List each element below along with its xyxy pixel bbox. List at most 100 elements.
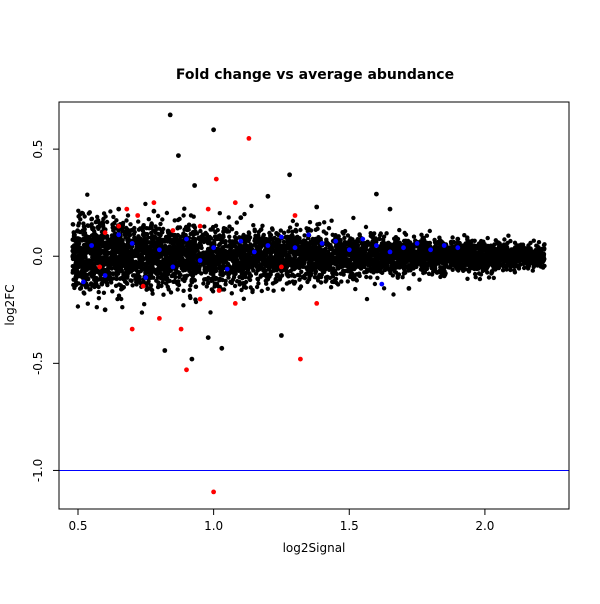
dense-point bbox=[149, 221, 154, 226]
dense-point bbox=[168, 290, 174, 295]
dense-point bbox=[335, 282, 341, 287]
dense-point bbox=[164, 210, 170, 216]
dense-point bbox=[233, 261, 238, 266]
dense-point bbox=[172, 218, 177, 223]
dense-point bbox=[214, 261, 220, 267]
dense-point bbox=[97, 224, 102, 229]
dense-point bbox=[139, 262, 144, 268]
dense-point bbox=[76, 223, 81, 228]
dense-point bbox=[212, 281, 217, 286]
dense-point bbox=[302, 248, 308, 253]
dense-point bbox=[84, 259, 89, 264]
dense-point bbox=[180, 250, 185, 255]
dense-point bbox=[239, 246, 244, 252]
dense-point bbox=[308, 228, 314, 233]
dense-point bbox=[406, 268, 411, 273]
dense-point bbox=[213, 276, 218, 282]
dense-point bbox=[169, 254, 174, 260]
dense-point bbox=[371, 268, 376, 273]
dense-point bbox=[223, 258, 228, 263]
dense-point bbox=[505, 248, 510, 253]
dense-point bbox=[403, 232, 409, 237]
dense-point bbox=[479, 248, 484, 253]
dense-point bbox=[125, 213, 131, 218]
dense-point bbox=[94, 305, 100, 310]
dense-point bbox=[443, 253, 449, 258]
dense-point bbox=[302, 233, 307, 238]
dense-point bbox=[368, 275, 373, 280]
dense-point bbox=[161, 248, 166, 253]
dense-point bbox=[476, 271, 482, 276]
dense-point bbox=[284, 270, 290, 275]
dense-point bbox=[246, 230, 251, 235]
dense-point bbox=[73, 277, 78, 282]
dense-point bbox=[232, 239, 238, 244]
dense-point bbox=[450, 235, 455, 240]
dense-point bbox=[226, 272, 231, 277]
dense-point bbox=[107, 240, 113, 245]
dense-point bbox=[157, 236, 162, 241]
dense-point bbox=[286, 253, 292, 258]
dense-point bbox=[223, 282, 228, 287]
dense-point bbox=[173, 247, 178, 253]
dense-point bbox=[473, 275, 478, 280]
dense-point bbox=[149, 271, 154, 276]
dense-point bbox=[100, 221, 106, 227]
dense-point bbox=[383, 263, 388, 268]
dense-point bbox=[167, 239, 173, 245]
dense-point bbox=[190, 259, 195, 264]
dense-point bbox=[188, 213, 194, 218]
dense-point bbox=[535, 249, 540, 254]
dense-point bbox=[307, 241, 313, 246]
dense-point bbox=[484, 247, 489, 252]
dense-point bbox=[478, 243, 483, 249]
dense-point bbox=[297, 277, 302, 282]
dense-point bbox=[89, 271, 94, 276]
dense-point bbox=[357, 233, 362, 238]
dense-point bbox=[401, 271, 407, 276]
dense-point bbox=[215, 227, 220, 233]
dense-point bbox=[175, 225, 181, 230]
dense-point bbox=[140, 224, 146, 229]
dense-point bbox=[489, 269, 494, 274]
dense-point bbox=[256, 233, 261, 238]
dense-point bbox=[202, 224, 207, 229]
dense-point bbox=[469, 266, 474, 271]
dense-point bbox=[381, 237, 386, 242]
dense-point bbox=[354, 278, 359, 283]
dense-point bbox=[81, 232, 86, 237]
dense-point bbox=[226, 215, 231, 220]
dense-point bbox=[78, 217, 83, 222]
dense-point bbox=[84, 245, 90, 250]
dense-point bbox=[489, 245, 494, 250]
dense-point bbox=[373, 258, 379, 263]
dense-point bbox=[155, 284, 161, 290]
dense-point bbox=[102, 251, 108, 256]
dense-point bbox=[485, 243, 491, 249]
dense-point bbox=[182, 206, 187, 211]
dense-point bbox=[224, 228, 230, 233]
dense-point bbox=[80, 228, 86, 233]
dense-point bbox=[132, 229, 137, 235]
dense-point bbox=[190, 236, 196, 241]
dense-point bbox=[151, 258, 156, 263]
dense-point bbox=[425, 243, 430, 249]
dense-point bbox=[204, 267, 210, 272]
dense-point bbox=[142, 302, 147, 307]
dense-point bbox=[463, 262, 468, 268]
dense-point bbox=[227, 234, 232, 239]
dense-point bbox=[109, 254, 115, 260]
dense-point bbox=[445, 257, 451, 262]
dense-point bbox=[187, 261, 192, 266]
dense-point bbox=[136, 227, 142, 232]
dense-point bbox=[70, 270, 75, 275]
dense-point bbox=[285, 238, 290, 244]
dense-point bbox=[377, 236, 382, 242]
dense-point bbox=[396, 247, 401, 252]
dense-point bbox=[496, 264, 502, 269]
dense-point bbox=[365, 268, 370, 273]
dense-point bbox=[86, 277, 91, 282]
dense-point bbox=[154, 253, 159, 258]
dense-point bbox=[204, 232, 210, 237]
dense-point bbox=[223, 240, 228, 245]
